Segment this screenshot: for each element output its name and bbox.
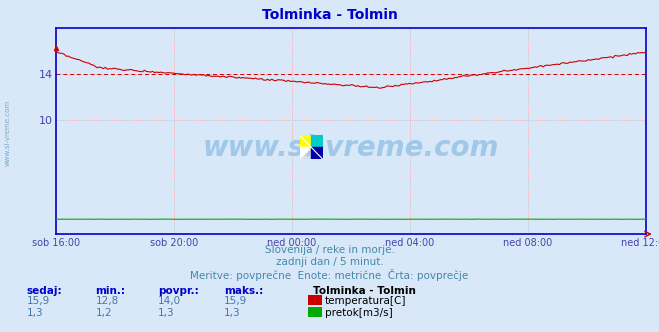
Text: 1,2: 1,2: [96, 308, 112, 318]
Text: 1,3: 1,3: [158, 308, 175, 318]
Text: 15,9: 15,9: [224, 296, 247, 306]
Text: Slovenija / reke in morje.: Slovenija / reke in morje.: [264, 245, 395, 255]
Text: Tolminka - Tolmin: Tolminka - Tolmin: [262, 8, 397, 22]
Text: temperatura[C]: temperatura[C]: [325, 296, 407, 306]
Text: zadnji dan / 5 minut.: zadnji dan / 5 minut.: [275, 257, 384, 267]
Text: min.:: min.:: [96, 286, 126, 295]
Text: 1,3: 1,3: [224, 308, 241, 318]
Text: povpr.:: povpr.:: [158, 286, 199, 295]
Text: pretok[m3/s]: pretok[m3/s]: [325, 308, 393, 318]
Text: www.si-vreme.com: www.si-vreme.com: [203, 133, 499, 162]
Text: 1,3: 1,3: [26, 308, 43, 318]
Polygon shape: [300, 147, 312, 159]
Polygon shape: [300, 135, 312, 147]
Text: 12,8: 12,8: [96, 296, 119, 306]
Text: 15,9: 15,9: [26, 296, 49, 306]
Text: 14,0: 14,0: [158, 296, 181, 306]
Text: Tolminka - Tolmin: Tolminka - Tolmin: [313, 286, 416, 295]
Text: www.si-vreme.com: www.si-vreme.com: [5, 100, 11, 166]
Polygon shape: [300, 147, 312, 159]
Text: maks.:: maks.:: [224, 286, 264, 295]
Polygon shape: [312, 135, 323, 147]
Polygon shape: [312, 147, 323, 159]
Text: sedaj:: sedaj:: [26, 286, 62, 295]
Text: Meritve: povprečne  Enote: metrične  Črta: povprečje: Meritve: povprečne Enote: metrične Črta:…: [190, 269, 469, 281]
